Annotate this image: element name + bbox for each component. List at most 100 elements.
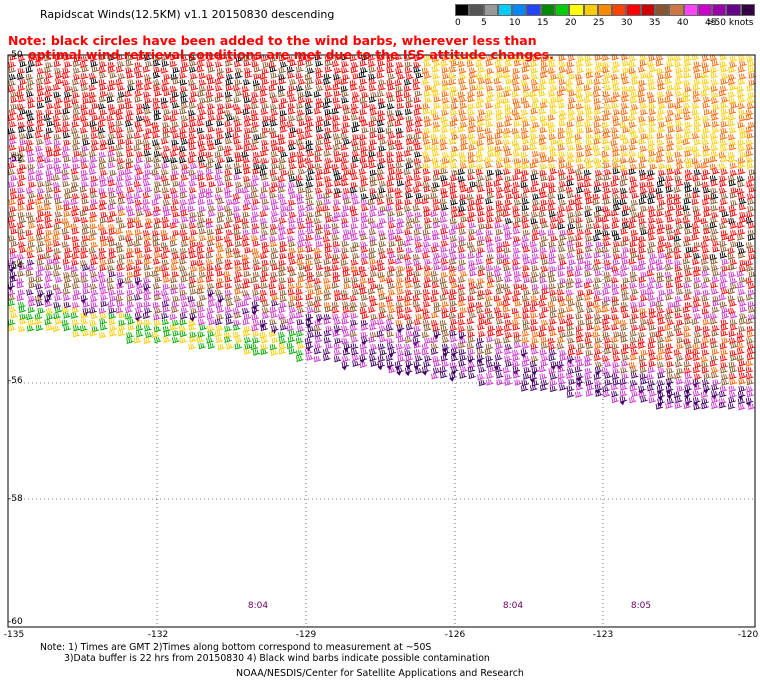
- wind-barb: [547, 114, 556, 122]
- wind-barb: [557, 282, 565, 289]
- wind-barb: [269, 169, 278, 176]
- wind-barb: [99, 144, 108, 151]
- wind-barb: [106, 115, 115, 122]
- wind-barb: [361, 162, 369, 169]
- wind-barb: [153, 336, 162, 344]
- wind-barb: [539, 205, 548, 212]
- wind-barb: [153, 223, 162, 230]
- wind-barb: [657, 126, 666, 133]
- wind-barb: [361, 102, 370, 109]
- wind-barb: [243, 277, 251, 285]
- wind-barb: [540, 144, 548, 151]
- wind-barb: [261, 145, 270, 153]
- wind-barb: [540, 163, 548, 170]
- wind-barb: [532, 150, 540, 158]
- wind-barb: [646, 181, 655, 188]
- wind-barb: [414, 127, 423, 135]
- wind-barb: [250, 216, 259, 224]
- wind-barb: [387, 84, 396, 91]
- wind-barb: [604, 372, 612, 379]
- wind-barb: [612, 66, 620, 74]
- wind-barb: [406, 235, 414, 242]
- wind-barb: [709, 156, 718, 163]
- wind-barb: [565, 127, 574, 134]
- wind-barb: [404, 295, 412, 302]
- wind-barb: [224, 205, 232, 212]
- wind-barb: [674, 402, 683, 409]
- wind-barb: [352, 121, 361, 128]
- wind-barb: [109, 295, 117, 302]
- wind-barb: [682, 257, 691, 265]
- wind-barb: [135, 324, 144, 332]
- wind-barb: [17, 193, 26, 201]
- wind-barb: [305, 115, 313, 122]
- wind-barb: [394, 120, 403, 127]
- wind-barb: [367, 217, 376, 225]
- wind-barb: [277, 133, 286, 141]
- wind-barb: [476, 139, 485, 147]
- wind-barb: [36, 102, 45, 109]
- wind-barb: [379, 234, 387, 241]
- wind-barb: [295, 311, 304, 319]
- wind-barb: [718, 294, 727, 301]
- wind-barb: [727, 403, 736, 410]
- wind-barb: [341, 90, 349, 98]
- wind-barb: [738, 96, 746, 104]
- wind-barb: [360, 324, 369, 331]
- wind-barb: [187, 295, 196, 303]
- wind-barb: [10, 151, 19, 158]
- wind-barb: [98, 282, 107, 290]
- wind-barb: [711, 59, 720, 67]
- wind-barb: [99, 192, 108, 199]
- wind-barb: [629, 55, 637, 62]
- wind-barb: [568, 235, 576, 243]
- wind-barb: [566, 265, 575, 273]
- legend-tick-label: 0: [455, 18, 461, 28]
- wind-barb: [523, 366, 532, 374]
- wind-barb: [370, 109, 378, 116]
- wind-barb: [91, 276, 99, 283]
- wind-barb: [205, 91, 214, 98]
- wind-barb: [574, 133, 583, 141]
- wind-barb: [665, 258, 674, 266]
- wind-barb: [719, 60, 728, 68]
- wind-barb: [350, 222, 359, 230]
- wind-barb: [225, 247, 233, 254]
- wind-barb: [107, 91, 115, 99]
- wind-barb: [631, 235, 640, 242]
- wind-barb: [108, 252, 117, 259]
- wind-barb: [540, 360, 548, 367]
- wind-barb: [505, 193, 514, 200]
- wind-barb: [449, 66, 457, 73]
- wind-barb: [512, 150, 521, 158]
- wind-barb: [386, 313, 395, 321]
- wind-barb: [172, 102, 180, 109]
- wind-barb: [270, 240, 278, 248]
- wind-barb: [656, 151, 664, 158]
- wind-barb: [640, 289, 649, 296]
- wind-barb: [135, 330, 144, 338]
- wind-barb: [397, 355, 406, 363]
- wind-barb: [676, 342, 685, 350]
- wind-barb-pennant: [442, 352, 448, 358]
- wind-barb: [117, 60, 125, 68]
- wind-barb: [404, 336, 413, 344]
- wind-barb: [153, 289, 162, 297]
- wind-barb: [487, 330, 495, 337]
- wind-barb: [198, 265, 207, 272]
- wind-barb: [377, 318, 385, 326]
- wind-barb: [657, 325, 666, 333]
- wind-barb: [324, 59, 333, 67]
- wind-barb: [611, 73, 619, 81]
- wind-barb: [619, 384, 628, 391]
- wind-barb: [684, 181, 692, 188]
- wind-barb: [404, 108, 413, 116]
- wind-barb: [647, 145, 656, 152]
- wind-barb: [278, 181, 287, 189]
- wind-barb: [71, 235, 80, 243]
- wind-barb: [107, 66, 116, 73]
- wind-barb: [118, 222, 127, 229]
- wind-barb: [19, 60, 27, 68]
- wind-barb: [126, 252, 134, 259]
- wind-barb: [513, 102, 522, 110]
